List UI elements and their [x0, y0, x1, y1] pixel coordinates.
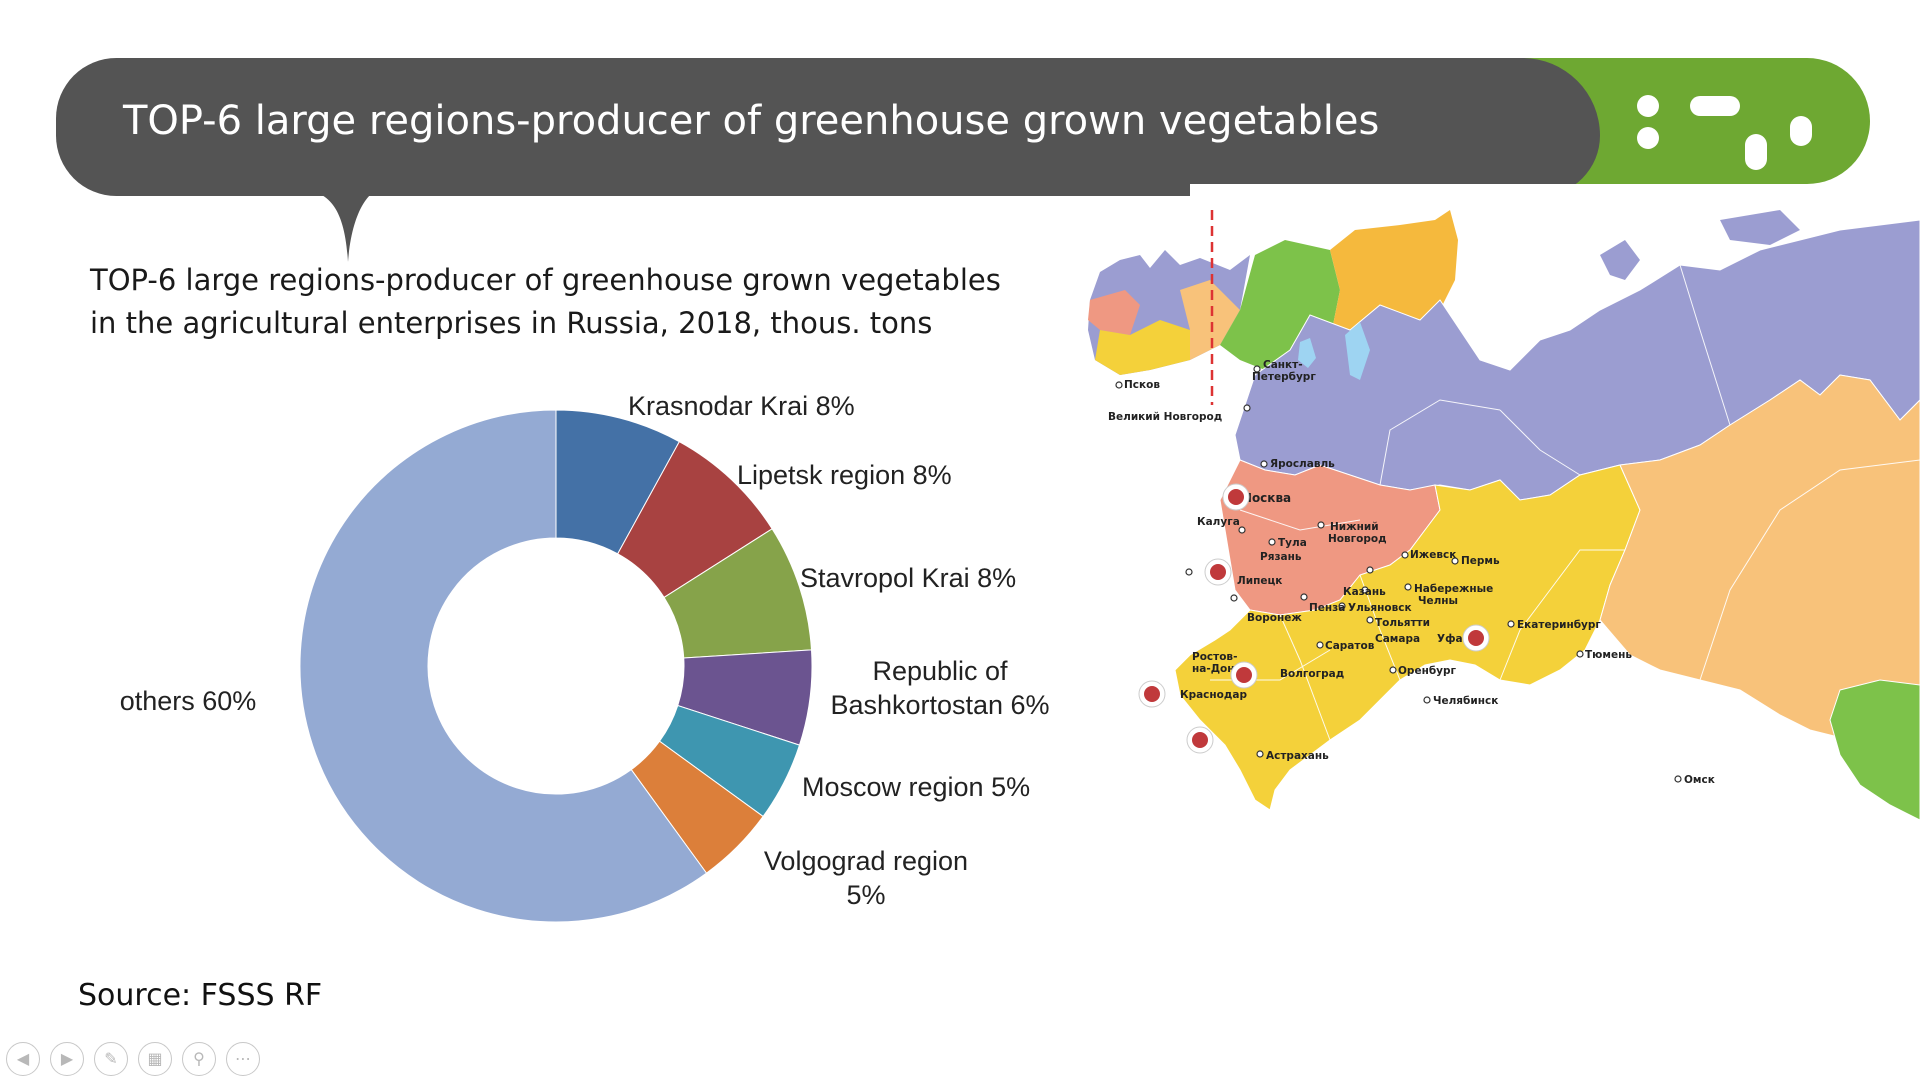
svg-text:Великий Новгород: Великий Новгород	[1108, 411, 1222, 423]
svg-text:Ульяновск: Ульяновск	[1348, 602, 1412, 614]
svg-text:Самара: Самара	[1375, 633, 1420, 645]
chart-subtitle-line-1: TOP-6 large regions-producer of greenhou…	[90, 263, 1001, 297]
svg-text:Пермь: Пермь	[1461, 555, 1500, 567]
slice-label: Krasnodar Krai 8%	[628, 391, 855, 421]
svg-text:Уфа: Уфа	[1437, 633, 1463, 645]
svg-text:Тула: Тула	[1278, 537, 1307, 549]
svg-text:Новгород: Новгород	[1328, 533, 1387, 545]
source-note: Source: FSSS RF	[78, 978, 323, 1013]
donut-slice	[299, 409, 708, 923]
svg-text:Астрахань: Астрахань	[1266, 750, 1329, 762]
header-banner	[56, 58, 1600, 196]
slice-label: Volgograd region 5%	[764, 846, 968, 910]
svg-text:Пенза: Пенза	[1309, 602, 1345, 614]
svg-text:Тольятти: Тольятти	[1375, 617, 1430, 629]
header-cutout	[1190, 184, 1920, 214]
marker-volgograd	[1230, 661, 1258, 689]
pen-icon[interactable]: ✎	[94, 1042, 128, 1076]
slice-label: others 60%	[120, 686, 257, 716]
svg-text:Волгоград: Волгоград	[1280, 668, 1344, 680]
company-logo	[1637, 95, 1812, 170]
svg-text:Псков: Псков	[1124, 379, 1160, 391]
svg-text:Саратов: Саратов	[1325, 640, 1375, 652]
russia-regions-map: Псков Санкт- Петербург Великий Новгород …	[1088, 210, 1920, 821]
svg-text:Набережные: Набережные	[1414, 583, 1493, 595]
svg-text:Краснодар: Краснодар	[1180, 689, 1247, 701]
region-siberia	[1829, 679, 1920, 821]
chart-subtitle-line-2: in the agricultural enterprises in Russi…	[90, 306, 933, 340]
svg-text:Челябинск: Челябинск	[1433, 695, 1498, 707]
svg-text:Омск: Омск	[1684, 774, 1715, 786]
more-icon[interactable]: ⋯	[226, 1042, 260, 1076]
marker-bashkortostan	[1462, 624, 1490, 652]
slice-label: Stavropol Krai 8%	[800, 563, 1016, 593]
svg-text:Санкт-: Санкт-	[1263, 359, 1303, 371]
svg-text:Челны: Челны	[1418, 595, 1458, 607]
svg-text:Москва: Москва	[1240, 491, 1291, 505]
donut-chart: Krasnodar Krai 8% Lipetsk region 8% Stavro…	[120, 391, 1050, 923]
prev-icon[interactable]: ◀	[6, 1042, 40, 1076]
svg-text:Оренбург: Оренбург	[1398, 665, 1457, 677]
next-icon[interactable]: ▶	[50, 1042, 84, 1076]
page-title: TOP-6 large regions-producer of greenhou…	[123, 98, 1380, 144]
header-callout-tail	[300, 190, 380, 262]
svg-text:Калуга: Калуга	[1197, 516, 1240, 528]
slides-icon[interactable]: ▦	[138, 1042, 172, 1076]
svg-text:Воронеж: Воронеж	[1247, 612, 1302, 624]
region-markers	[1138, 483, 1490, 754]
svg-text:Ижевск: Ижевск	[1410, 549, 1456, 561]
svg-text:Тюмень: Тюмень	[1585, 649, 1632, 661]
zoom-icon[interactable]: ⚲	[182, 1042, 216, 1076]
svg-text:Ростов-: Ростов-	[1192, 651, 1237, 663]
svg-text:Петербург: Петербург	[1252, 371, 1316, 383]
slideshow-nav: ◀ ▶ ✎ ▦ ⚲ ⋯	[6, 1042, 260, 1076]
marker-krasnodar	[1138, 680, 1166, 708]
marker-moscow	[1222, 483, 1250, 511]
slice-label: Moscow region 5%	[802, 772, 1030, 802]
svg-text:Казань: Казань	[1343, 586, 1386, 598]
slice-label: Republic of Bashkortostan 6%	[830, 656, 1049, 720]
svg-text:Нижний: Нижний	[1330, 521, 1379, 533]
svg-text:Ярославль: Ярославль	[1270, 458, 1335, 470]
svg-text:Рязань: Рязань	[1260, 551, 1302, 563]
inset-overview-map	[1088, 210, 1458, 405]
svg-text:на-Дону: на-Дону	[1192, 663, 1242, 675]
slice-label: Lipetsk region 8%	[737, 460, 952, 490]
svg-text:Екатеринбург: Екатеринбург	[1517, 619, 1601, 631]
svg-text:Липецк: Липецк	[1237, 575, 1282, 587]
marker-stavropol	[1186, 726, 1214, 754]
marker-lipetsk	[1204, 558, 1232, 586]
